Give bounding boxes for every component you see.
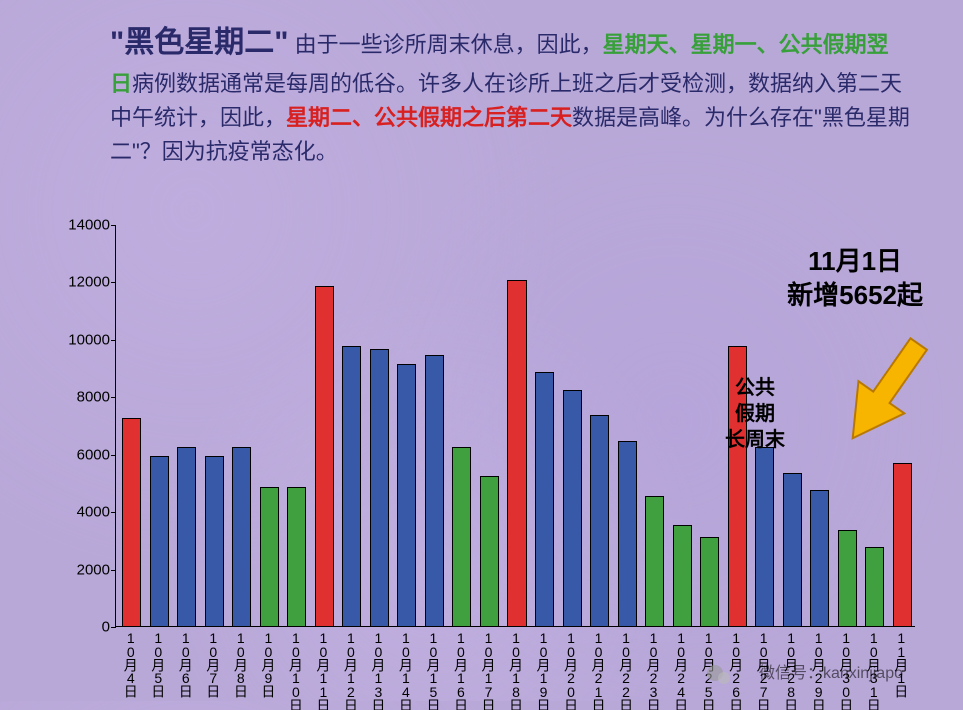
x-tick-label: 10月9日: [258, 630, 278, 696]
bar: [645, 496, 664, 627]
y-tick: [111, 455, 116, 456]
title: "黑色星期二": [110, 26, 288, 59]
bar: [425, 355, 444, 627]
x-tick-label: 10月20日: [561, 630, 581, 710]
x-tick-label: 10月17日: [478, 630, 498, 710]
x-tick-label: 10月11日: [313, 630, 333, 710]
holiday-line2: 假期: [725, 401, 785, 427]
y-tick: [111, 282, 116, 283]
y-tick: [111, 512, 116, 513]
x-tick-label: 10月7日: [203, 630, 223, 696]
bar: [150, 456, 169, 627]
bar: [205, 456, 224, 627]
bar: [397, 364, 416, 627]
y-tick-label: 4000: [55, 504, 110, 521]
bar: [260, 487, 279, 627]
bar: [893, 463, 912, 627]
x-tick-label: 10月18日: [506, 630, 526, 710]
bar: [755, 447, 774, 627]
x-tick-label: 10月12日: [341, 630, 361, 710]
headline-line2: 新增5652起: [787, 279, 923, 313]
y-tick-label: 8000: [55, 389, 110, 406]
x-tick-label: 10月23日: [644, 630, 664, 710]
bar: [122, 418, 141, 627]
bar: [590, 415, 609, 627]
x-tick-label: 10月6日: [176, 630, 196, 696]
y-tick: [111, 570, 116, 571]
bar: [673, 525, 692, 628]
bar: [370, 349, 389, 627]
bar: [507, 280, 526, 627]
x-tick-label: 10月19日: [534, 630, 554, 710]
bar: [232, 447, 251, 627]
y-tick-label: 2000: [55, 561, 110, 578]
y-tick-label: 0: [55, 619, 110, 636]
y-tick-label: 6000: [55, 446, 110, 463]
x-tick-label: 10月10日: [286, 630, 306, 710]
text-p1a: 由于一些诊所周末休息，因此，: [295, 32, 603, 57]
y-axis: [115, 225, 116, 627]
holiday-line3: 长周末: [725, 427, 785, 453]
bar: [700, 537, 719, 627]
bar: [783, 473, 802, 627]
headline-annotation: 11月1日 新增5652起: [787, 245, 923, 313]
x-tick-label: 10月5日: [148, 630, 168, 696]
bar: [810, 490, 829, 627]
watermark: 微信号：kanxinjiapo: [759, 659, 903, 683]
explanation-text: "黑色星期二" 由于一些诊所周末休息，因此，星期天、星期一、公共假期翌日病例数据…: [110, 20, 910, 169]
text-red: 星期二、公共假期之后第二天: [286, 105, 572, 130]
x-tick-label: 10月22日: [616, 630, 636, 710]
x-tick-label: 10月8日: [231, 630, 251, 696]
y-tick: [111, 627, 116, 628]
bar: [177, 447, 196, 627]
bar: [563, 390, 582, 627]
bar: [342, 346, 361, 627]
x-tick-label: 10月24日: [671, 630, 691, 710]
x-tick-label: 10月16日: [451, 630, 471, 710]
y-tick: [111, 340, 116, 341]
bar: [865, 547, 884, 627]
bar: [618, 441, 637, 627]
bar: [480, 476, 499, 627]
y-tick: [111, 225, 116, 226]
pointer-arrow-icon: [848, 325, 933, 475]
y-tick: [111, 397, 116, 398]
bar: [452, 447, 471, 627]
bar: [535, 372, 554, 627]
bar: [287, 487, 306, 627]
bar: [838, 530, 857, 627]
holiday-label: 公共 假期 长周末: [725, 375, 785, 453]
headline-line1: 11月1日: [787, 245, 923, 279]
y-tick-label: 14000: [55, 217, 110, 234]
wechat-icon: [705, 661, 733, 689]
x-tick-label: 10月14日: [396, 630, 416, 710]
y-tick-label: 10000: [55, 331, 110, 348]
x-tick-label: 10月13日: [368, 630, 388, 710]
bar: [315, 286, 334, 627]
x-tick-label: 10月15日: [423, 630, 443, 710]
holiday-line1: 公共: [725, 375, 785, 401]
x-tick-label: 10月4日: [121, 630, 141, 696]
y-tick-label: 12000: [55, 274, 110, 291]
x-tick-label: 10月21日: [589, 630, 609, 710]
